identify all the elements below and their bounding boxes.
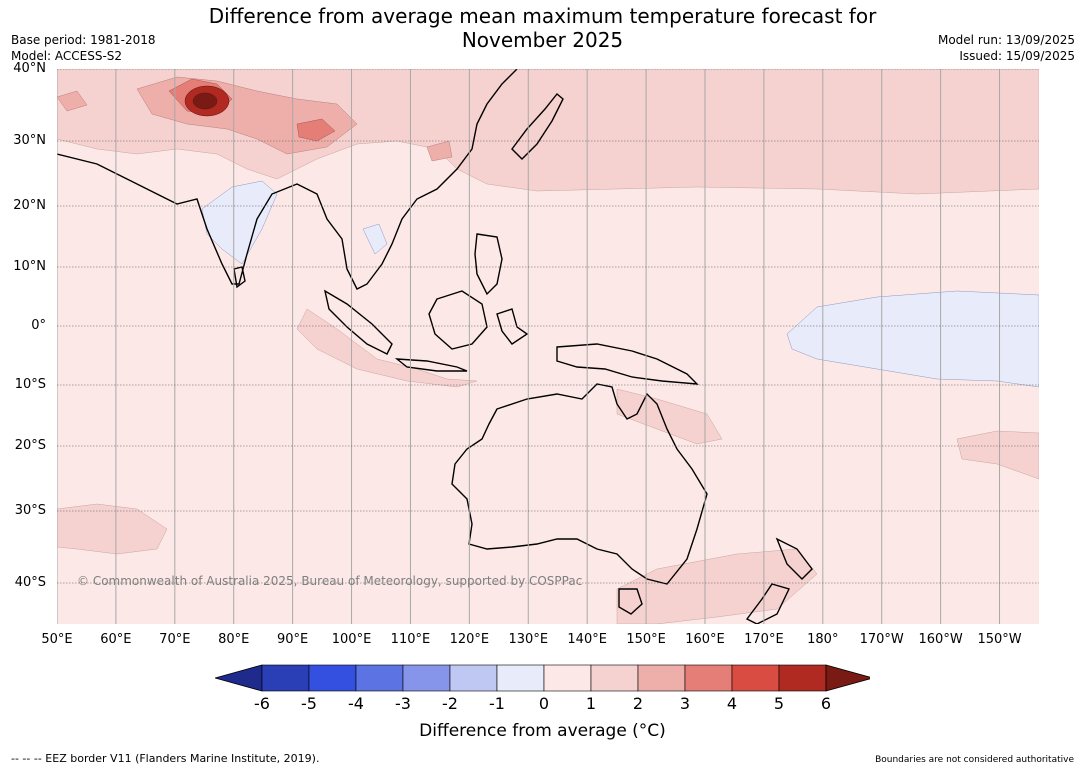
latitude-label: 10°N (13, 259, 46, 274)
longitude-label: 130°E (508, 632, 549, 647)
sri-lanka-coastline (233, 266, 246, 289)
colorbar-segment (731, 664, 780, 692)
coastlines (57, 69, 813, 624)
longitude-label: 90°E (276, 632, 309, 647)
latitude-label: 30°S (14, 503, 46, 518)
graticule (57, 69, 1039, 624)
colorbar-segment (496, 664, 545, 692)
latitude-label: 40°N (13, 61, 46, 76)
colorbar-tick-label: -3 (395, 694, 411, 713)
sumatra-warm-band (296, 308, 478, 388)
title-line-2: November 2025 (461, 28, 624, 52)
colorbar-segment (308, 664, 357, 692)
colorbar-segment (449, 664, 498, 692)
tasmania-coastline (618, 588, 643, 615)
longitude-label: 150°E (626, 632, 666, 647)
colorbar-segment (261, 664, 310, 692)
longitude-label: 60°E (100, 632, 132, 647)
colorbar-segment (543, 664, 592, 692)
new-zealand-south-coastline (745, 583, 790, 624)
new-zealand-north-coastline (775, 537, 813, 580)
longitude-label: 180° (807, 632, 839, 647)
colorbar-tick-label: 5 (773, 694, 785, 713)
longitude-label: 170°W (859, 632, 904, 647)
meta-left: Base period: 1981-2018 Model: ACCESS-S2 (11, 32, 156, 64)
longitude-label: 50°E (41, 632, 73, 647)
model-run-text: Model run: 13/09/2025 (937, 33, 1075, 47)
latitude-label: 20°N (13, 198, 46, 213)
eez-border-note: -- -- -- EEZ border V11 (Flanders Marine… (11, 752, 320, 765)
java-coastline (394, 358, 468, 372)
colorbar-tick-label: -1 (489, 694, 505, 713)
boundaries-disclaimer: Boundaries are not considered authoritat… (875, 755, 1074, 765)
colorbar-segment (778, 664, 827, 692)
colorbar-tick-label: -5 (301, 694, 317, 713)
base-period-text: Base period: 1981-2018 (11, 33, 156, 47)
longitude-label: 150°W (977, 632, 1022, 647)
longitude-label: 70°E (159, 632, 191, 647)
colorbar-tick-label: 2 (632, 694, 644, 713)
anomaly-4-to-6 (184, 85, 230, 117)
latitude-label: 40°S (14, 575, 46, 590)
colorbar-tick-label: -2 (442, 694, 458, 713)
longitude-label: 160°W (918, 632, 963, 647)
colorbar-segment (402, 664, 451, 692)
colorbar-tick-label: 6 (820, 694, 832, 713)
colorbar-segment (355, 664, 404, 692)
longitude-label: 140°E (567, 632, 607, 647)
longitude-label: 160°E (685, 632, 725, 647)
colorbar-extend-low (215, 664, 263, 692)
anomaly-minus-1-to-0 (201, 180, 1039, 388)
colorbar-extend-high (825, 664, 870, 692)
tibet-warm-core (296, 118, 336, 142)
map-title: Difference from average mean maximum tem… (0, 4, 1085, 52)
latitude-label: 10°S (14, 377, 46, 392)
indochina-cool (362, 223, 388, 255)
latitude-label: 30°N (13, 133, 46, 148)
colorbar-tick-label: -6 (254, 694, 270, 713)
meta-right: Model run: 13/09/2025 Issued: 15/09/2025 (938, 32, 1075, 64)
asia-mainland-coastline (57, 69, 518, 290)
philippines-coastline (474, 233, 503, 296)
sumatra-coastline (323, 289, 393, 355)
copyright-watermark: © Commonwealth of Australia 2025, Bureau… (77, 574, 582, 588)
sulawesi-coastline (496, 308, 529, 345)
australia-coastline (451, 383, 708, 585)
colorbar-tick-label: 0 (538, 694, 550, 713)
borneo-coastline (428, 290, 488, 350)
longitude-label: 80°E (218, 632, 250, 647)
colorbar-tick-label: -4 (348, 694, 364, 713)
south-indian-ocean-warm (57, 503, 168, 555)
longitude-label: 120°E (449, 632, 490, 647)
colorbar-segment (684, 664, 733, 692)
japan-coastline (511, 93, 564, 160)
colorbar-tick-label: 4 (726, 694, 738, 713)
title-line-1: Difference from average mean maximum tem… (208, 4, 877, 28)
china-warm-patch (426, 140, 453, 162)
longitude-label: 170°E (744, 632, 784, 647)
iran-warm-region (57, 90, 88, 112)
colorbar-tick-label: 1 (585, 694, 597, 713)
issued-text: Issued: 15/09/2025 (959, 49, 1075, 63)
latitude-label: 0° (31, 318, 46, 333)
karakoram-hotspot-inner (192, 92, 218, 110)
colorbar-tick-label: 3 (679, 694, 691, 713)
longitude-label: 100°E (331, 632, 372, 647)
colorbar-segment (590, 664, 639, 692)
colorbar (215, 664, 870, 692)
longitude-label: 110°E (390, 632, 431, 647)
new-guinea-coastline (556, 343, 699, 385)
colorbar-segment (637, 664, 686, 692)
colorbar-title: Difference from average (°C) (419, 721, 666, 741)
forecast-map: © Commonwealth of Australia 2025, Bureau… (57, 69, 1039, 624)
equatorial-pacific-cool (786, 290, 1039, 388)
east-pacific-south-warm (956, 430, 1039, 480)
model-text: Model: ACCESS-S2 (11, 49, 123, 63)
latitude-label: 20°S (14, 438, 46, 453)
